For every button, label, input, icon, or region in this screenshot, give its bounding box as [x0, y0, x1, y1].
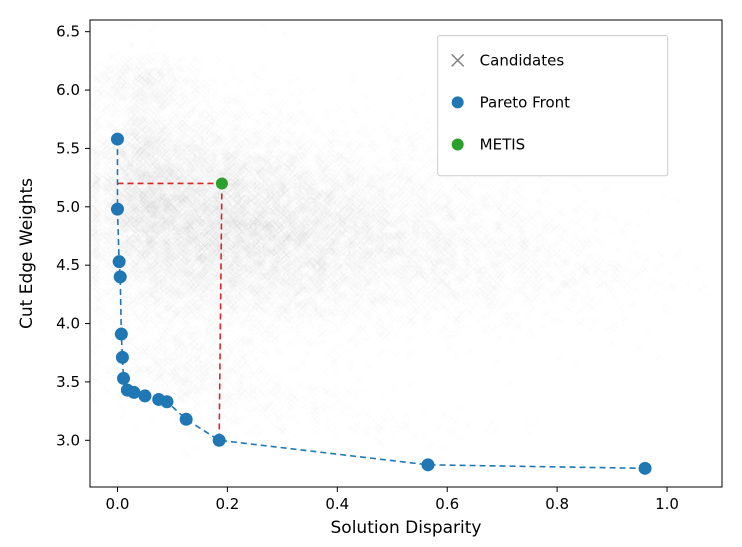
y-tick-label: 3.5: [56, 373, 80, 391]
scatter-chart: 0.0 0.2 0.4 0.6 0.8 1.0 3.0 3.5 4.0 4.5 5.0 5.5 6.0 6…: [0, 0, 742, 547]
legend: Candidates Pareto Front METIS: [438, 36, 668, 176]
legend-item-label: Candidates: [480, 51, 565, 69]
y-tick-label: 6.0: [56, 81, 80, 99]
x-tick-label: 0.4: [325, 495, 349, 513]
y-tick-label: 4.0: [56, 315, 80, 333]
y-tick-label: 4.5: [56, 256, 80, 274]
y-tick-label: 5.5: [56, 139, 80, 157]
legend-item-label: Pareto Front: [480, 93, 571, 111]
y-tick-label: 3.0: [56, 431, 80, 449]
y-tick-label: 5.0: [56, 198, 80, 216]
x-tick-label: 1.0: [655, 495, 679, 513]
y-axis-label: Cut Edge Weights: [17, 178, 37, 329]
x-axis-label: Solution Disparity: [331, 518, 482, 538]
metis-point: [216, 177, 228, 189]
x-tick-label: 0.6: [435, 495, 459, 513]
x-tick-label: 0.8: [545, 495, 569, 513]
x-tick-label: 0.2: [215, 495, 239, 513]
y-tick-label: 6.5: [56, 23, 80, 41]
chart-container: 0.0 0.2 0.4 0.6 0.8 1.0 3.0 3.5 4.0 4.5 5.0 5.5 6.0 6…: [0, 0, 742, 547]
x-tick-label: 0.0: [106, 495, 130, 513]
legend-item-label: METIS: [480, 135, 526, 153]
